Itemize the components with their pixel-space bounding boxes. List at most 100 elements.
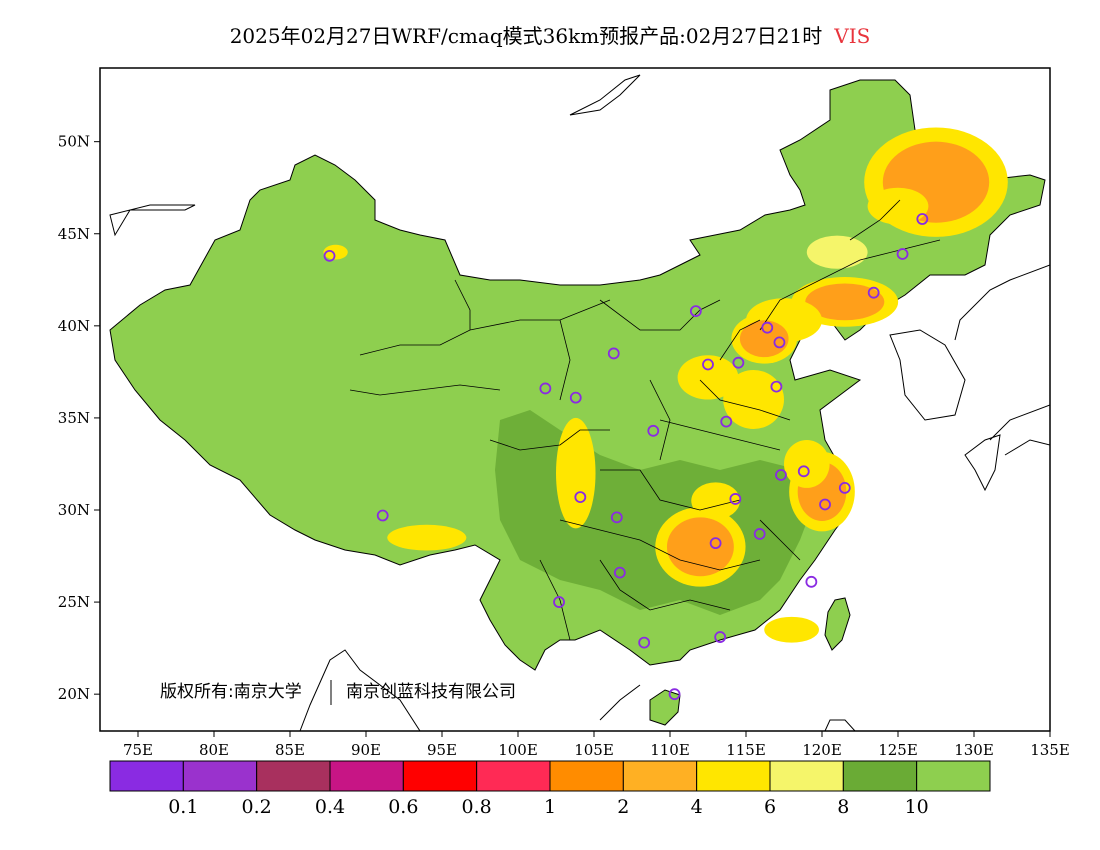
station-marker [773, 336, 786, 349]
station-marker [753, 528, 766, 540]
vis-blob [323, 244, 348, 260]
station-marker [553, 596, 565, 608]
y-tick-label: 45N [58, 225, 90, 243]
station-marker [323, 249, 336, 262]
station-marker [613, 566, 626, 579]
station-marker [732, 356, 745, 369]
station-marker [761, 321, 774, 334]
colorbar-swatch [182, 760, 258, 792]
x-tick-label: 100E [498, 741, 538, 759]
station-marker [729, 493, 742, 505]
vis-blob [666, 517, 734, 577]
colorbar-swatch [402, 760, 478, 792]
vis-blob [805, 283, 885, 321]
colorbar-label: 2 [617, 796, 629, 818]
station-marker [668, 688, 681, 701]
colorbar-label: 0.6 [388, 796, 418, 818]
y-tick-label: 30N [58, 501, 90, 519]
x-tick-label: 90E [351, 741, 381, 759]
station-marker [838, 481, 851, 494]
station-marker [805, 575, 818, 588]
colorbar-swatch [109, 760, 184, 792]
colorbar-label: 8 [837, 796, 849, 818]
station-marker [610, 511, 623, 524]
taiwan-island [824, 597, 851, 651]
latitude-ticks: 20N 25N 30N 35N 40N 45N 50N [58, 133, 100, 703]
colorbar-swatch [916, 760, 991, 792]
x-tick-label: 120E [802, 741, 842, 759]
station-marker [539, 382, 552, 395]
map-frame [99, 67, 1051, 732]
station-marker [916, 213, 929, 225]
y-tick-label: 50N [58, 133, 90, 151]
colorbar-swatch [769, 760, 844, 792]
x-tick-label: 80E [199, 741, 229, 759]
station-marker [638, 636, 651, 649]
vis-blob [691, 482, 740, 520]
station-marker [574, 491, 587, 504]
colorbar-label: 10 [905, 796, 929, 818]
copyright-block: 版权所有:南京大学 南京创蓝科技有限公司 [160, 680, 516, 705]
station-marker [770, 380, 783, 393]
station-marker [775, 469, 787, 481]
station-marker [797, 465, 810, 478]
colorbar-label: 0.4 [315, 796, 345, 818]
map-area [109, 74, 1050, 731]
x-tick-label: 85E [275, 741, 305, 759]
colorbar-swatch [549, 760, 624, 792]
vis-blob [739, 320, 789, 358]
colorbar: 0.1 0.2 0.4 0.6 0.8 1 2 4 6 8 10 [109, 760, 991, 818]
y-tick-label: 35N [58, 409, 90, 427]
colorbar-label: 0.8 [462, 796, 492, 818]
colorbar-label: 1 [544, 796, 556, 818]
title-variable: VIS [834, 24, 871, 48]
station-marker [714, 631, 727, 643]
vis-blob [677, 355, 739, 400]
vis-blob [556, 417, 596, 529]
copyright-text: 版权所有:南京大学 [160, 682, 302, 702]
colorbar-swatch [842, 760, 918, 792]
title-main: 2025年02月27日WRF/cmaq模式36km预报产品:02月27日21时 [229, 24, 823, 48]
x-tick-label: 75E [123, 741, 153, 759]
station-marker [689, 305, 702, 318]
colorbar-label: 6 [764, 796, 776, 818]
colorbar-label: 0.2 [242, 796, 272, 818]
vis-blob [387, 524, 467, 551]
x-tick-label: 95E [427, 741, 457, 759]
map-title: 2025年02月27日WRF/cmaq模式36km预报产品:02月27日21时 V… [0, 20, 1100, 49]
station-marker [702, 358, 714, 371]
vis-blob [723, 370, 784, 429]
province-boundaries [349, 199, 941, 641]
colorbar-swatch [476, 760, 551, 792]
station-marker [720, 415, 733, 428]
colorbar-label: 0.1 [168, 796, 198, 818]
hainan-island [649, 689, 681, 726]
station-marker [867, 286, 880, 299]
colorbar-swatch [622, 760, 698, 792]
colorbar-swatch [329, 760, 404, 792]
x-tick-label: 125E [878, 741, 918, 759]
colorbar-label: 4 [691, 796, 703, 818]
x-tick-label: 115E [726, 741, 766, 759]
x-tick-label: 105E [574, 741, 614, 759]
copyright-org: 南京创蓝科技有限公司 [346, 682, 516, 702]
station-marker [376, 509, 389, 522]
y-tick-label: 20N [58, 685, 90, 703]
x-tick-label: 110E [650, 741, 690, 759]
station-marker [819, 498, 831, 511]
x-tick-label: 135E [1030, 741, 1070, 759]
station-marker [569, 391, 582, 404]
vis-blob [867, 187, 929, 225]
station-marker [709, 537, 722, 550]
longitude-ticks: 75E 80E 85E 90E 95E 100E 105E 110E 115E 120E 125E 1… [123, 731, 1070, 759]
vis-blob [784, 440, 830, 488]
y-tick-label: 25N [58, 593, 90, 611]
station-marker [607, 347, 620, 360]
x-tick-label: 130E [954, 741, 994, 759]
vis-blob [764, 616, 819, 643]
colorbar-swatch [256, 760, 331, 792]
visibility-shading-layer [323, 127, 1008, 643]
neighbor-coastlines [109, 74, 1050, 731]
station-markers [323, 213, 929, 701]
station-marker [896, 248, 909, 260]
